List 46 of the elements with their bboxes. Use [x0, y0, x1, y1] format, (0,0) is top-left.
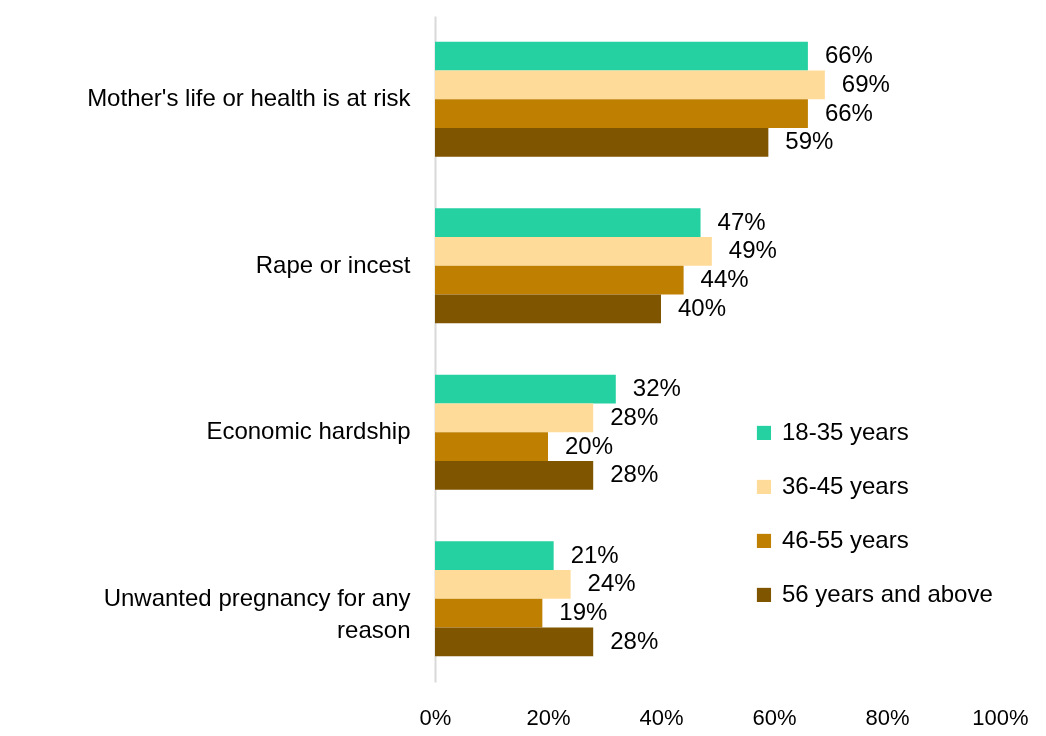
data-label: 28%	[610, 460, 659, 488]
data-label: 21%	[570, 540, 619, 568]
bar	[435, 99, 808, 128]
data-label: 44%	[700, 265, 749, 293]
bar	[435, 208, 701, 238]
bar	[435, 374, 616, 404]
data-label: 66%	[824, 98, 873, 126]
bar	[435, 294, 661, 324]
x-tick-label: 80%	[865, 704, 910, 730]
data-label: 28%	[610, 626, 659, 654]
y-tick-label: Economic hardship	[206, 417, 411, 445]
x-tick-label: 0%	[419, 704, 452, 730]
legend-label: 46-55 years	[781, 525, 909, 553]
data-label: 40%	[678, 293, 727, 321]
data-label: 49%	[728, 236, 777, 264]
bar	[435, 403, 594, 433]
legend-label: 36-45 years	[781, 471, 909, 499]
x-tick-label: 40%	[639, 704, 684, 730]
data-label: 66%	[824, 41, 873, 69]
legend-label: 56 years and above	[781, 579, 993, 607]
bar	[435, 237, 712, 266]
data-label: 19%	[559, 598, 608, 626]
x-tick-label: 100%	[972, 704, 1029, 730]
bar	[435, 460, 594, 490]
bar	[435, 265, 684, 295]
bar	[435, 432, 548, 461]
data-label: 47%	[717, 207, 766, 235]
bar	[435, 70, 825, 100]
data-label: 28%	[610, 402, 659, 430]
y-tick-label: Mother's life or health is at risk	[87, 84, 412, 112]
bar	[435, 127, 769, 157]
data-label: 32%	[632, 374, 681, 402]
y-tick-label: Unwanted pregnancy for any reason	[103, 583, 411, 643]
y-tick-label: Rape or incest	[255, 250, 411, 278]
x-tick-label: 60%	[752, 704, 797, 730]
bar	[435, 598, 543, 628]
data-label: 59%	[785, 127, 834, 155]
data-label: 69%	[841, 69, 890, 97]
bar	[435, 41, 808, 71]
bar	[435, 627, 594, 657]
bar	[435, 541, 554, 571]
bar	[435, 570, 571, 599]
legend-label: 18-35 years	[781, 417, 909, 445]
data-label: 20%	[565, 431, 614, 459]
data-label: 24%	[587, 569, 636, 597]
x-tick-label: 20%	[526, 704, 571, 730]
